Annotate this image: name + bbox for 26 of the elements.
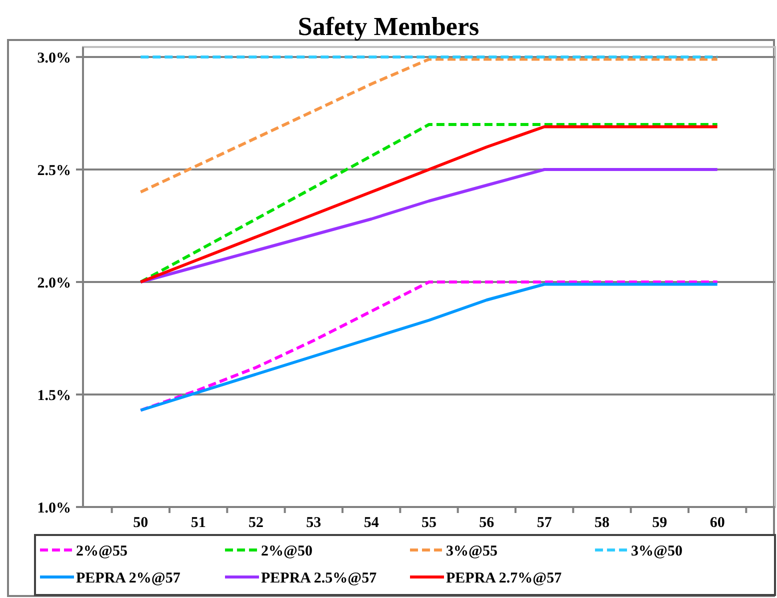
y-tick-label: 3.0% — [37, 50, 71, 66]
legend-label: 2%@55 — [76, 543, 128, 560]
y-tick-label: 1.5% — [37, 388, 71, 404]
y-tick-label: 1.0% — [37, 500, 71, 516]
legend-label: PEPRA 2.5%@57 — [261, 570, 378, 586]
legend-label: PEPRA 2%@57 — [76, 570, 181, 586]
line-series — [139, 58, 719, 194]
legend-label: 2%@50 — [261, 543, 312, 560]
x-tick-label: 53 — [306, 515, 322, 531]
x-tick-label: 56 — [479, 515, 495, 531]
x-tick-label: 54 — [364, 515, 380, 531]
x-tick-label: 60 — [710, 515, 725, 531]
y-tick-label: 2.5% — [37, 162, 71, 179]
x-tick-label: 57 — [536, 515, 552, 531]
line-series — [139, 168, 719, 284]
x-tick-label: 55 — [422, 515, 436, 531]
legend-label: 3%@55 — [446, 543, 498, 560]
x-tick-label: 51 — [190, 515, 206, 531]
chart-title: Safety Members — [298, 12, 480, 41]
legend-label: PEPRA 2.7%@57 — [446, 570, 562, 586]
x-tick-label: 52 — [248, 515, 264, 531]
y-tick-label: 2.0% — [37, 275, 71, 292]
legend-label: 3%@50 — [631, 543, 682, 560]
x-tick-label: 58 — [594, 515, 610, 531]
x-tick-label: 59 — [652, 515, 668, 531]
x-tick-label: 50 — [133, 515, 148, 531]
